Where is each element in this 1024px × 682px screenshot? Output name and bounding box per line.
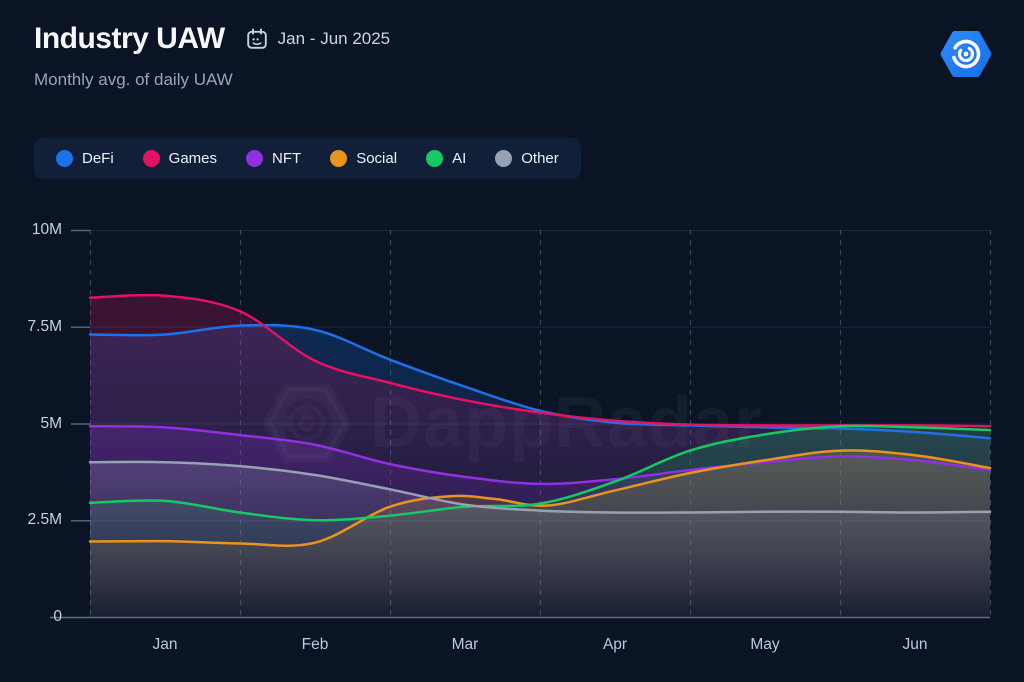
legend-item-social[interactable]: Social	[330, 150, 397, 167]
legend-item-defi[interactable]: DeFi	[56, 150, 114, 167]
x-axis-tick-label: Mar	[451, 636, 479, 653]
legend-item-label: Social	[356, 150, 398, 167]
legend-item-ai[interactable]: AI	[426, 150, 466, 167]
page-subtitle: Monthly avg. of daily UAW	[34, 70, 233, 89]
legend-item-label: Games	[168, 150, 218, 167]
period-label: Jan - Jun 2025	[277, 29, 391, 48]
date-range: Jan - Jun 2025	[245, 27, 390, 51]
legend-item-label: NFT	[272, 150, 302, 167]
x-axis-tick-label: Feb	[301, 636, 329, 653]
legend-item-label: DeFi	[82, 150, 114, 167]
games-color-dot	[142, 150, 160, 167]
legend-item-other[interactable]: Other	[495, 150, 559, 167]
legend: DeFi Games NFT Social AI Other	[34, 138, 581, 179]
x-axis-tick-label: Jun	[902, 636, 928, 653]
nft-color-dot	[246, 150, 264, 167]
x-axis-tick-label: Jan	[152, 636, 178, 653]
other-color-dot	[495, 150, 513, 167]
legend-item-label: AI	[452, 150, 467, 167]
legend-item-nft[interactable]: NFT	[246, 150, 301, 167]
ai-color-dot	[426, 150, 444, 167]
y-axis-tick-label: 7.5M	[27, 317, 62, 335]
page-title: Industry UAW	[34, 22, 225, 55]
defi-color-dot	[56, 150, 73, 167]
dappradar-logo[interactable]	[940, 28, 992, 80]
header: Industry UAW Jan - Jun 2025	[34, 22, 390, 56]
y-axis-tick-label: 0	[53, 608, 62, 625]
x-axis-tick-label: May	[750, 636, 780, 653]
y-axis-tick-label: 10M	[31, 221, 62, 238]
y-axis-tick-label: 5M	[40, 414, 62, 432]
legend-item-label: Other	[521, 150, 559, 167]
y-axis-tick-label: 2.5M	[27, 511, 62, 529]
legend-item-games[interactable]: Games	[142, 150, 218, 167]
social-color-dot	[330, 150, 348, 167]
x-axis-tick-label: Apr	[602, 636, 628, 653]
calendar-icon	[246, 28, 267, 49]
